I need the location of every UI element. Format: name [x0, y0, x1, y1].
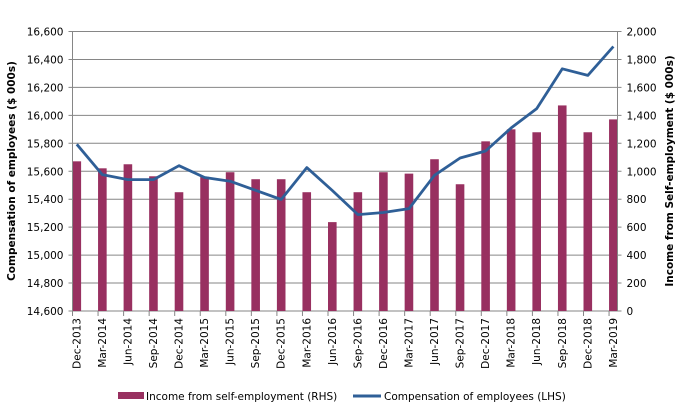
category-label: Sep-2015: [250, 318, 262, 368]
category-label: Mar-2019: [608, 318, 620, 368]
gridlines: [68, 31, 622, 312]
category-label: Jun-2017: [429, 318, 441, 366]
bar: [609, 119, 618, 312]
bar: [506, 129, 516, 311]
category-label: Mar-2015: [199, 318, 211, 368]
bar: [328, 222, 337, 311]
category-label: Dec-2017: [480, 318, 492, 369]
category-label: Jun-2014: [122, 318, 134, 366]
right-tick-label: 1,800: [627, 54, 657, 66]
legend: Income from self-employment (RHS) Compen…: [118, 391, 566, 403]
category-label: Sep-2017: [455, 318, 467, 368]
bar: [123, 164, 133, 311]
right-tick-label: 2,000: [627, 27, 657, 39]
category-label: Mar-2018: [506, 318, 518, 368]
bar: [557, 105, 567, 311]
right-tick-label: 1,200: [627, 138, 657, 150]
bar: [251, 179, 260, 311]
bar: [149, 176, 158, 311]
category-labels: Dec-2013 Mar-2014 Jun-2014 Sep-2014 Dec-2014…: [71, 318, 620, 369]
right-tick-labels: 0 200 400 600 800 1,000 1,200 1,400 1,600 1,800 2,…: [627, 27, 657, 319]
category-label: Jun-2018: [531, 318, 543, 366]
axes: [72, 31, 618, 316]
right-tick-label: 400: [627, 250, 647, 262]
bar: [379, 172, 388, 311]
left-tick-label: 14,800: [27, 278, 64, 290]
legend-label-income: Income from self-employment (RHS): [146, 391, 337, 403]
bar: [481, 141, 490, 311]
left-tick-labels: 14,600 14,800 15,000 15,200 15,400 15,600 15,8…: [27, 27, 64, 319]
left-tick-label: 15,400: [27, 194, 64, 206]
bar: [276, 179, 286, 311]
bar: [98, 168, 107, 311]
right-tick-label: 0: [627, 306, 634, 318]
bar: [404, 173, 414, 311]
category-label: Jun-2016: [327, 318, 339, 366]
category-label: Sep-2014: [148, 318, 160, 369]
bar: [430, 159, 439, 311]
left-tick-label: 15,600: [27, 166, 64, 178]
right-axis-title: Income from Self-employment ($ 000s): [664, 55, 676, 286]
left-tick-label: 16,600: [27, 27, 64, 39]
left-tick-label: 15,000: [27, 250, 64, 262]
left-tick-label: 15,800: [27, 138, 64, 150]
bar: [225, 172, 235, 311]
bar: [200, 176, 209, 311]
category-label: Mar-2014: [97, 318, 109, 368]
bar: [583, 132, 593, 311]
right-tick-label: 1,600: [627, 82, 657, 94]
category-label: Jun-2015: [225, 318, 237, 366]
category-label: Sep-2018: [557, 318, 569, 368]
category-label: Dec-2016: [378, 318, 390, 369]
right-tick-label: 600: [627, 222, 647, 234]
legend-swatch-income: [118, 392, 144, 399]
compensation-line: [75, 45, 615, 217]
category-label: Dec-2018: [582, 318, 594, 369]
bar: [174, 192, 184, 311]
right-tick-label: 1,400: [627, 110, 657, 122]
legend-label-compensation: Compensation of employees (LHS): [384, 391, 566, 403]
category-label: Mar-2016: [301, 318, 313, 368]
bar: [72, 161, 82, 311]
bar: [532, 132, 541, 311]
bar: [455, 184, 465, 311]
left-tick-label: 16,000: [27, 110, 64, 122]
category-label: Mar-2017: [404, 318, 416, 368]
left-tick-label: 14,600: [27, 306, 64, 318]
category-label: Dec-2014: [174, 318, 186, 369]
left-axis-title: Compensation of employees ($ 000s): [6, 61, 18, 281]
left-tick-label: 16,400: [27, 54, 64, 66]
line-series: [75, 45, 615, 217]
category-label: Dec-2013: [71, 318, 83, 369]
left-tick-label: 16,200: [27, 82, 64, 94]
category-label: Sep-2016: [352, 318, 364, 369]
bars: [72, 105, 618, 312]
bar: [353, 192, 363, 311]
right-tick-label: 200: [627, 278, 647, 290]
right-tick-label: 800: [627, 194, 647, 206]
left-tick-label: 15,200: [27, 222, 64, 234]
right-tick-label: 1,000: [627, 166, 657, 178]
bar: [302, 192, 312, 311]
category-label: Dec-2015: [276, 318, 288, 369]
